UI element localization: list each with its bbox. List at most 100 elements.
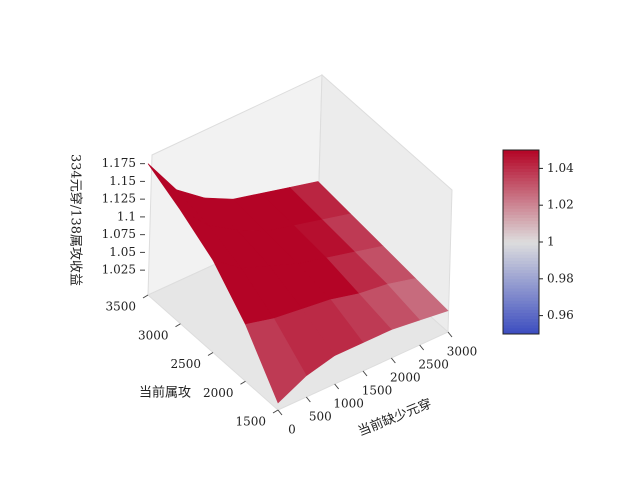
colorbar-segment — [503, 208, 539, 212]
colorbar-segment — [503, 174, 539, 179]
colorbar-tick-label: 0.96 — [547, 308, 574, 322]
colorbar-segment — [503, 254, 539, 258]
colorbar-segment — [503, 312, 539, 317]
colorbar-segment — [503, 192, 539, 197]
z-tick-label: 1.15 — [109, 174, 136, 188]
x-tick — [334, 383, 340, 390]
colorbar-segment — [503, 266, 539, 271]
colorbar-segment — [503, 260, 539, 264]
colorbar-segment — [503, 165, 539, 169]
colorbar-segment — [503, 303, 539, 307]
y-tick — [207, 352, 214, 356]
y-tick — [175, 323, 181, 328]
colorbar-segment — [503, 251, 539, 255]
colorbar-segment — [503, 248, 539, 252]
x-tick-label: 0 — [288, 423, 296, 437]
colorbar-segment — [503, 189, 539, 194]
y-axis-label: 当前属攻 — [139, 385, 191, 401]
colorbar-segment — [503, 263, 539, 268]
z-axis-label: 334元穿/138属攻收益 — [68, 154, 84, 286]
colorbar-segment — [503, 281, 539, 286]
colorbar-segment — [503, 321, 539, 326]
colorbar-segment — [503, 330, 539, 335]
colorbar-segment — [503, 288, 539, 292]
colorbar-segment — [503, 162, 539, 166]
colorbar-segment — [503, 232, 539, 237]
surface-patch — [245, 318, 307, 404]
colorbar-segment — [503, 223, 539, 228]
y-tick — [240, 380, 246, 385]
colorbar-segment — [503, 297, 539, 301]
z-tick-label: 1.025 — [102, 263, 136, 277]
y-tick — [142, 294, 149, 299]
colorbar-tick-label: 0.98 — [547, 271, 574, 285]
z-tick-label: 1.075 — [102, 227, 136, 241]
colorbar-segment — [503, 202, 539, 206]
colorbar-segment — [503, 269, 539, 274]
colorbar-segment — [503, 214, 539, 218]
colorbar-tick-label: 1.02 — [547, 198, 574, 212]
y-tick — [272, 409, 279, 414]
z-tick-label: 1.125 — [102, 192, 136, 206]
z-tick-label: 1.1 — [117, 209, 136, 223]
colorbar-segment — [503, 278, 539, 283]
colorbar-segment — [503, 309, 539, 314]
y-tick-label: 3000 — [138, 328, 169, 342]
x-tick-label: 2000 — [390, 371, 421, 385]
z-tick-label: 1.175 — [102, 156, 136, 170]
colorbar-segment — [503, 211, 539, 215]
x-tick-label: 2500 — [418, 358, 449, 372]
colorbar-tick-label: 1.04 — [547, 161, 574, 175]
colorbar-segment — [503, 315, 539, 320]
colorbar-segment — [503, 324, 539, 329]
x-tick-label: 1500 — [362, 384, 393, 398]
colorbar-segment — [503, 238, 539, 243]
colorbar-segment — [503, 153, 539, 157]
colorbar-segment — [503, 275, 539, 280]
x-tick — [419, 344, 425, 351]
colorbar-segment — [503, 327, 539, 332]
colorbar-segment — [503, 199, 539, 203]
colorbar-segment — [503, 220, 539, 225]
colorbar-segment — [503, 156, 539, 160]
colorbar-segment — [503, 226, 539, 231]
colorbar-segment — [503, 205, 539, 209]
colorbar-segment — [503, 196, 539, 200]
y-tick-label: 2000 — [203, 386, 234, 400]
z-tick-label: 1.05 — [109, 245, 136, 259]
colorbar-segment — [503, 177, 539, 182]
x-tick-label: 3000 — [447, 345, 478, 359]
colorbar-segment — [503, 294, 539, 298]
colorbar-segment — [503, 242, 539, 246]
colorbar-segment — [503, 257, 539, 261]
colorbar-segment — [503, 272, 539, 277]
colorbar-segment — [503, 306, 539, 310]
colorbar-segment — [503, 300, 539, 304]
y-tick-label: 3500 — [105, 300, 136, 314]
x-tick-label: 1000 — [333, 397, 364, 411]
y-tick-label: 1500 — [235, 415, 266, 429]
colorbar-segment — [503, 183, 539, 188]
colorbar-segment — [503, 284, 539, 289]
x-tick — [277, 409, 283, 416]
colorbar-tick-label: 1 — [547, 235, 555, 249]
x-tick-label: 500 — [309, 410, 332, 424]
colorbar-segment — [503, 150, 539, 154]
x-tick — [305, 396, 311, 403]
x-tick — [390, 357, 396, 364]
colorbar-segment — [503, 235, 539, 240]
colorbar-segment — [503, 318, 539, 323]
colorbar-segment — [503, 217, 539, 222]
x-axis-label: 当前缺少元穿 — [356, 396, 434, 440]
colorbar-segment — [503, 168, 539, 172]
x-tick — [362, 370, 368, 377]
colorbar-segment — [503, 186, 539, 191]
y-tick-label: 2500 — [170, 357, 201, 371]
colorbar-segment — [503, 171, 539, 176]
colorbar-segment — [503, 180, 539, 185]
x-tick — [447, 331, 453, 338]
colorbar-segment — [503, 229, 539, 234]
colorbar-segment — [503, 245, 539, 249]
colorbar-segment — [503, 159, 539, 163]
